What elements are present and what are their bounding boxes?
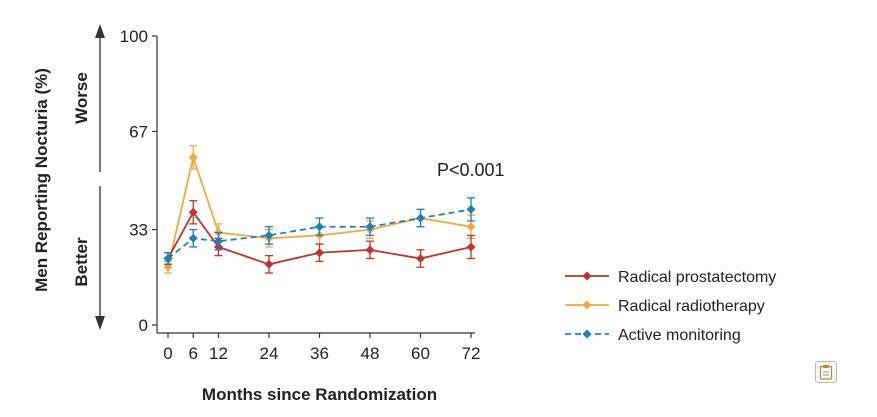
better-label: Better bbox=[72, 237, 91, 287]
copy-to-clipboard-button[interactable] bbox=[815, 361, 837, 383]
y-axis-title: Men Reporting Nocturia (%) bbox=[32, 68, 51, 292]
data-point bbox=[365, 222, 375, 232]
series-radical-prostatectomy bbox=[163, 200, 476, 274]
x-tick-label: 0 bbox=[163, 344, 172, 363]
arrow-down-icon bbox=[95, 316, 105, 330]
legend-marker bbox=[582, 300, 592, 310]
x-tick-label: 12 bbox=[209, 344, 228, 363]
data-point bbox=[188, 233, 198, 243]
data-point bbox=[466, 242, 476, 252]
data-point bbox=[365, 245, 375, 255]
data-point bbox=[416, 254, 425, 264]
series-active-monitoring bbox=[163, 197, 476, 265]
x-tick-label: 48 bbox=[361, 344, 380, 363]
y-tick-label: 0 bbox=[139, 316, 148, 335]
x-tick-label: 72 bbox=[462, 344, 481, 363]
x-tick-label: 24 bbox=[260, 344, 279, 363]
series-line bbox=[167, 210, 472, 266]
legend: Radical prostatectomy Radical radiotherap… bbox=[565, 269, 776, 344]
x-tick-label: 36 bbox=[310, 344, 329, 363]
y-tick-label: 33 bbox=[129, 221, 148, 240]
data-point bbox=[163, 254, 173, 264]
legend-label: Radical radiotherapy bbox=[618, 298, 765, 315]
data-point bbox=[466, 222, 476, 232]
data-point bbox=[188, 152, 198, 162]
y-tick-label: 100 bbox=[120, 27, 148, 46]
data-point bbox=[264, 259, 274, 269]
legend-label: Radical prostatectomy bbox=[618, 269, 776, 286]
data-point bbox=[315, 248, 324, 258]
series-layer bbox=[163, 145, 476, 274]
legend-marker bbox=[582, 329, 592, 339]
data-point bbox=[416, 213, 425, 223]
data-point bbox=[264, 230, 274, 240]
series-line bbox=[167, 208, 472, 260]
legend-marker bbox=[582, 271, 592, 281]
x-axis-title: Months since Randomization bbox=[202, 385, 437, 404]
arrow-up-icon bbox=[95, 24, 105, 38]
worse-label: Worse bbox=[72, 72, 91, 124]
legend-label: Active monitoring bbox=[618, 327, 741, 344]
x-tick-label: 60 bbox=[411, 344, 430, 363]
data-point bbox=[466, 204, 476, 214]
x-tick-label: 6 bbox=[189, 344, 198, 363]
data-point bbox=[188, 207, 198, 217]
direction-indicator: Worse Better bbox=[72, 24, 105, 330]
data-point bbox=[315, 222, 324, 232]
y-tick-label: 67 bbox=[129, 122, 148, 141]
clipboard-icon bbox=[819, 365, 833, 380]
data-point bbox=[214, 236, 223, 246]
p-value-annotation: P<0.001 bbox=[437, 160, 505, 180]
